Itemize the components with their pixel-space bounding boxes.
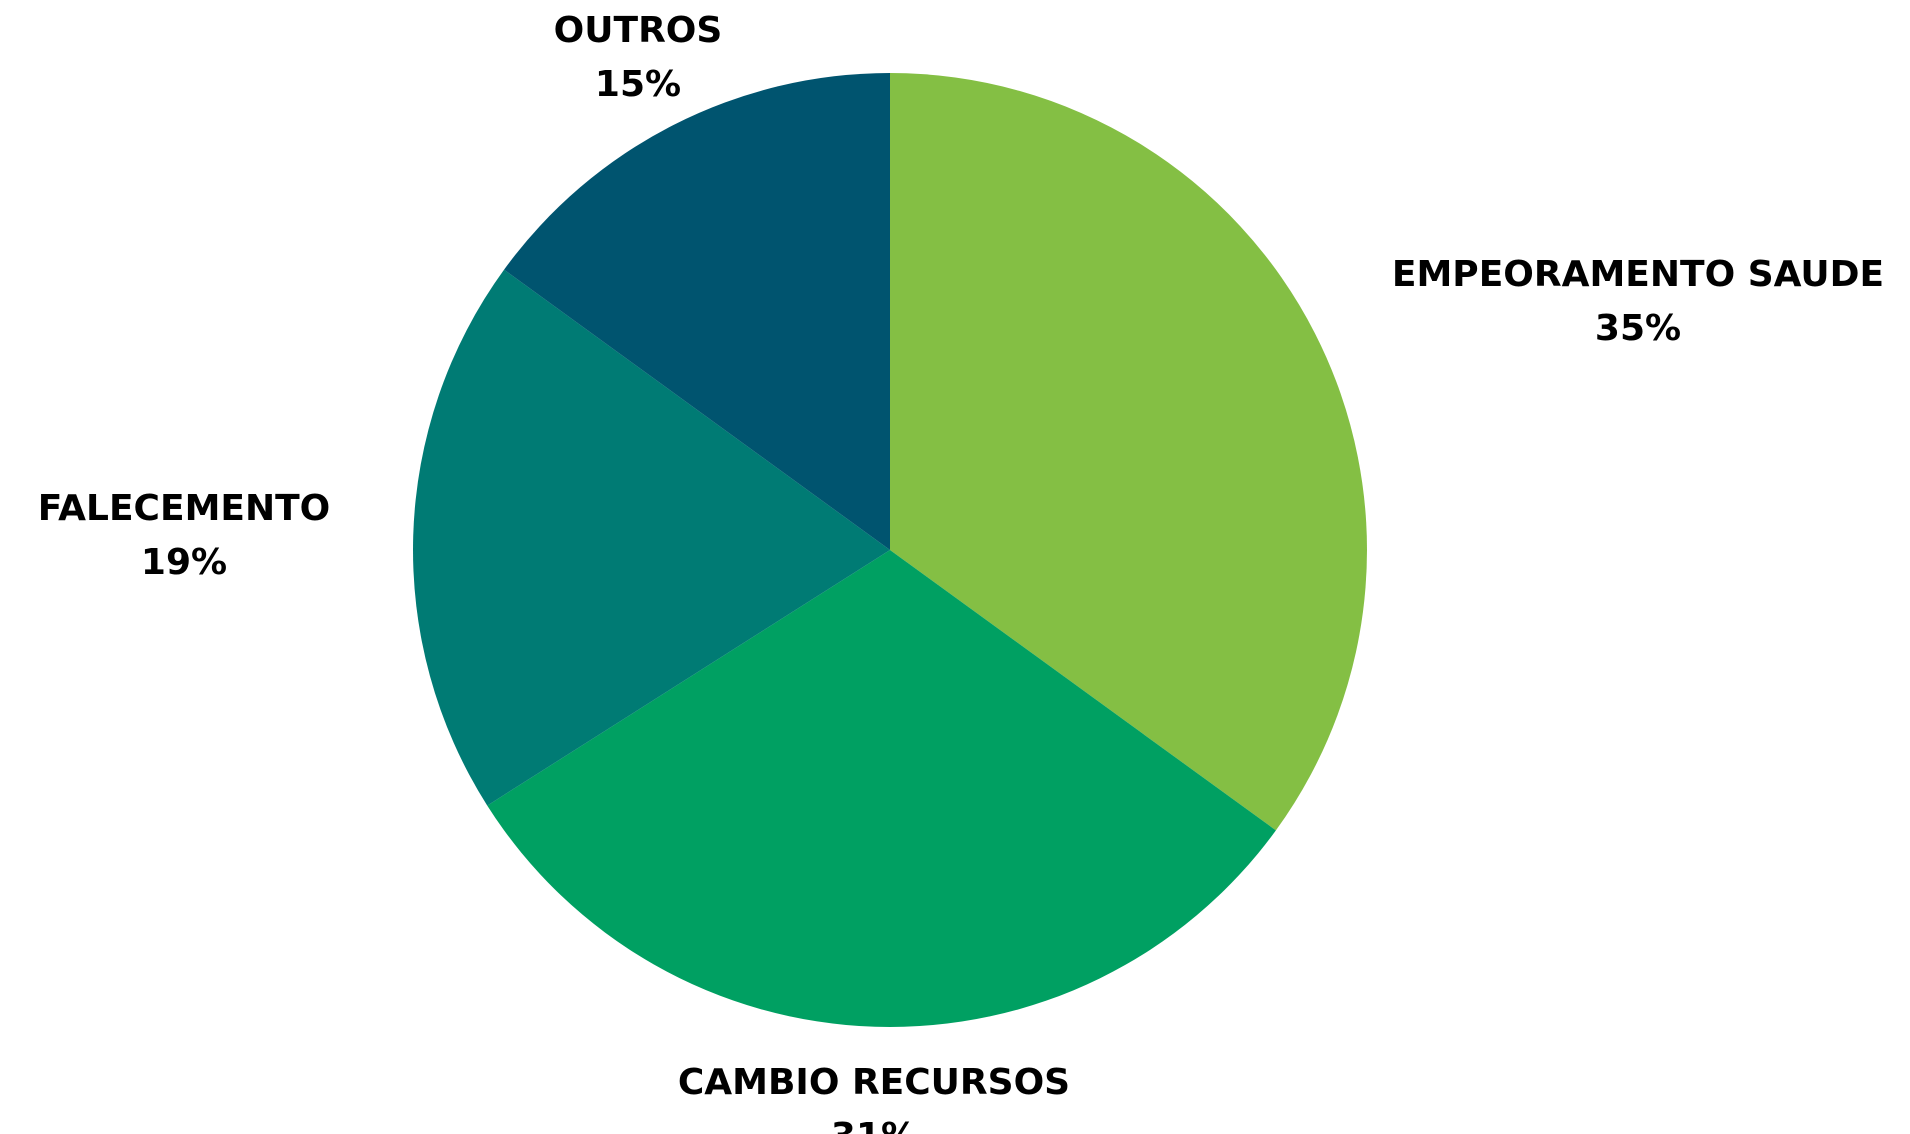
slice-category-label: FALECEMENTO [38,488,331,529]
pie-slice-empeoramento-saude [890,73,1367,831]
pie-slice-cambio-recursos [487,550,1276,1027]
slice-value-label: 15% [595,64,681,105]
pie-slice-outros [504,73,890,550]
slice-value-label: 31% [831,1116,917,1134]
slice-category-label: OUTROS [554,10,723,51]
pie-labels: EMPEORAMENTO SAUDE 35% CAMBIO RECURSOS 31% F… [38,10,1884,1134]
slice-category-label: CAMBIO RECURSOS [678,1062,1070,1103]
slice-value-label: 19% [141,542,227,583]
slice-category-label: EMPEORAMENTO SAUDE [1392,254,1884,295]
pie-slices [413,73,1367,1027]
pie-slice-falecemento [413,269,890,806]
slice-value-label: 35% [1595,308,1681,349]
